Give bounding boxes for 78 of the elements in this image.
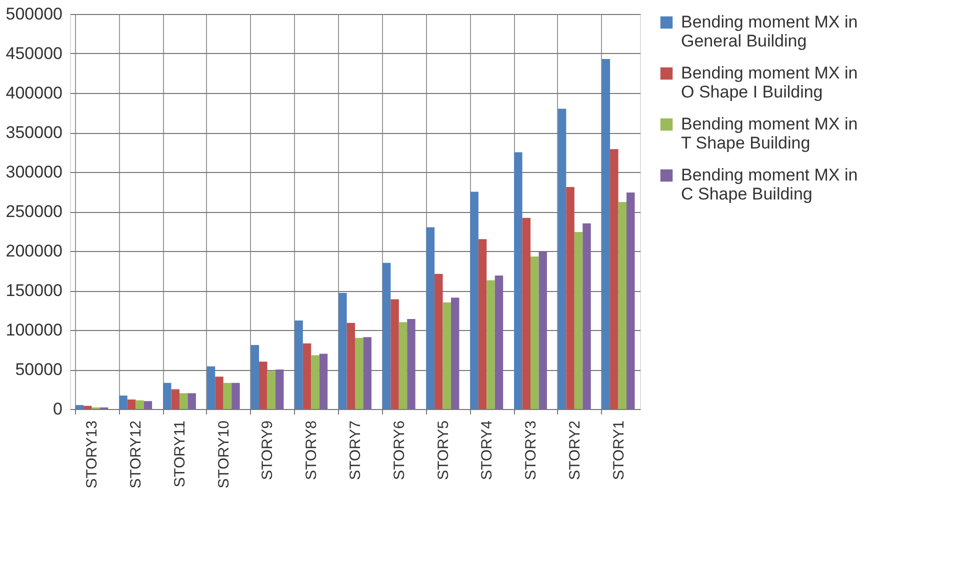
bar bbox=[478, 239, 487, 409]
y-tick-label: 100000 bbox=[6, 320, 62, 340]
bar bbox=[363, 337, 372, 409]
bar bbox=[382, 262, 391, 409]
x-tick-label: STORY10 bbox=[215, 420, 232, 488]
y-tick-label: 150000 bbox=[6, 281, 62, 300]
y-tick-label: 0 bbox=[53, 400, 62, 418]
bar bbox=[530, 256, 539, 409]
bar bbox=[398, 322, 408, 409]
bar bbox=[470, 192, 478, 409]
bar bbox=[250, 345, 260, 409]
x-tick-label: STORY4 bbox=[478, 420, 496, 480]
bar bbox=[442, 302, 451, 409]
y-tick-label: 250000 bbox=[6, 202, 62, 221]
bar bbox=[486, 280, 495, 409]
bar bbox=[294, 320, 303, 409]
bar bbox=[626, 192, 635, 409]
bar bbox=[75, 405, 84, 409]
bar bbox=[618, 202, 627, 409]
bar bbox=[275, 370, 284, 409]
bar bbox=[610, 149, 618, 409]
bar bbox=[574, 232, 583, 409]
bar bbox=[514, 152, 522, 409]
bar bbox=[582, 223, 591, 409]
bar bbox=[188, 393, 196, 409]
bar bbox=[311, 355, 320, 409]
x-tick-label: STORY2 bbox=[566, 420, 584, 480]
x-tick-label: STORY8 bbox=[303, 420, 320, 480]
x-tick-label: STORY9 bbox=[259, 420, 276, 480]
bar bbox=[215, 376, 224, 409]
y-tick-label: 50000 bbox=[15, 360, 62, 379]
bar bbox=[302, 343, 312, 409]
bar bbox=[426, 227, 435, 409]
bar bbox=[259, 362, 268, 409]
bar bbox=[450, 298, 460, 409]
legend-label: Bending moment MX in General Building bbox=[681, 12, 858, 50]
x-tick-label: STORY3 bbox=[522, 420, 540, 480]
bar bbox=[390, 299, 399, 409]
bar bbox=[494, 275, 504, 409]
legend-label: Bending moment MX in T Shape Building bbox=[681, 114, 858, 152]
y-tick-label: 200000 bbox=[6, 242, 62, 260]
bar bbox=[163, 382, 172, 409]
bar bbox=[179, 393, 188, 409]
bar bbox=[434, 274, 443, 409]
y-tick-label: 350000 bbox=[6, 123, 62, 142]
bar bbox=[602, 59, 610, 409]
y-tick-label: 300000 bbox=[6, 162, 62, 182]
x-tick-label: STORY11 bbox=[171, 420, 188, 488]
x-tick-label: STORY5 bbox=[434, 420, 452, 480]
bar bbox=[83, 406, 92, 409]
y-tick-label: 450000 bbox=[6, 44, 62, 63]
bar bbox=[558, 108, 566, 409]
bar bbox=[319, 354, 328, 409]
bar bbox=[538, 252, 547, 409]
legend-label: Bending moment MX in O Shape I Building bbox=[681, 64, 858, 102]
bar bbox=[223, 382, 232, 409]
bar bbox=[267, 371, 276, 409]
x-tick-label: STORY1 bbox=[610, 420, 628, 480]
x-tick-label: STORY13 bbox=[84, 420, 101, 488]
bar bbox=[355, 338, 364, 409]
x-tick-label: STORY6 bbox=[390, 420, 408, 480]
bar bbox=[522, 218, 531, 409]
bar bbox=[136, 400, 144, 409]
legend-label: Bending moment MX in C Shape Building bbox=[681, 166, 858, 204]
bar bbox=[232, 382, 240, 409]
bar bbox=[206, 366, 216, 409]
bar bbox=[171, 389, 180, 409]
bar bbox=[119, 396, 128, 409]
bar bbox=[338, 292, 347, 409]
bar bbox=[144, 401, 152, 409]
x-tick-label: STORY7 bbox=[347, 420, 364, 480]
bar bbox=[407, 318, 416, 409]
y-tick-label: 500000 bbox=[6, 4, 62, 24]
bar bbox=[346, 322, 355, 409]
y-tick-label: 400000 bbox=[6, 84, 62, 102]
bar bbox=[127, 400, 136, 409]
x-tick-label: STORY12 bbox=[128, 420, 145, 488]
bar bbox=[566, 187, 574, 409]
